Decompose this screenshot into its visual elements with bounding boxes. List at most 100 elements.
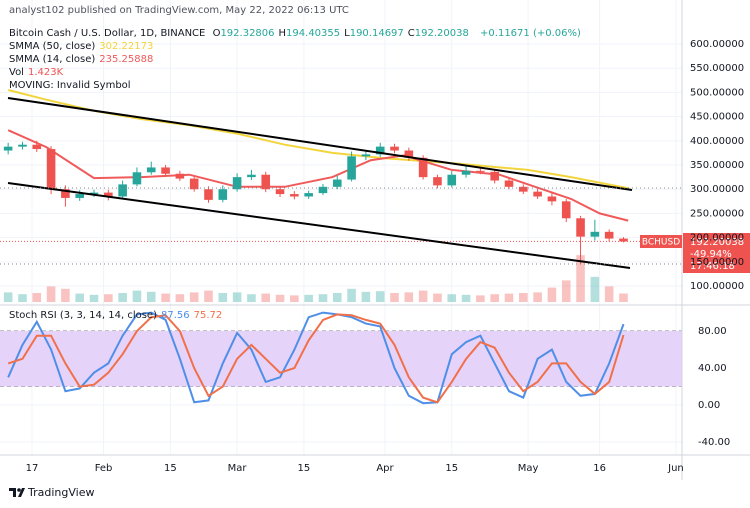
volume-bar: [619, 293, 628, 302]
volume-bar: [504, 293, 514, 302]
candle-body: [619, 238, 628, 242]
candle-body: [576, 218, 585, 237]
price-change: -49.94%: [690, 249, 732, 260]
legend-value: 75.72: [193, 310, 223, 321]
candle-body: [590, 231, 600, 237]
candle-body: [61, 189, 70, 198]
volume-bar: [576, 255, 585, 302]
candle-body: [404, 150, 414, 158]
volume-bar: [175, 294, 185, 302]
y-tick-label: 80.00: [698, 326, 727, 337]
countdown: 17:46:18: [690, 261, 735, 272]
candle-body: [46, 149, 56, 190]
volume-bar: [404, 292, 414, 302]
ohlc-key: L: [344, 28, 350, 39]
x-tick-label: 17: [26, 463, 39, 474]
candle-body: [332, 179, 342, 187]
candle-body: [533, 191, 542, 197]
candle-body: [247, 174, 256, 178]
candle-body: [318, 186, 328, 194]
volume-bar: [218, 293, 228, 302]
volume-bar: [547, 287, 557, 302]
sma50-legend: SMMA (50, close) 302.22173: [9, 40, 157, 53]
volume-bar: [304, 294, 313, 302]
brand-logo: [9, 488, 25, 497]
volume-bar: [104, 294, 113, 302]
y-tick-label: 400.00000: [690, 136, 744, 147]
x-tick-label: Jun: [667, 463, 684, 474]
legend-value: 235.25888: [99, 54, 154, 65]
volume-bar: [75, 293, 84, 302]
volume-bar: [89, 294, 99, 302]
y-tick-label: 250.00000: [690, 208, 744, 219]
volume-bar: [290, 295, 299, 302]
volume-bar: [561, 280, 571, 302]
candle-body: [547, 196, 557, 202]
volume-bar: [275, 294, 285, 302]
x-tick-label: 15: [445, 463, 458, 474]
y-tick-label: -40.00: [698, 437, 730, 448]
price-box: [683, 233, 750, 273]
y-tick-label: 0.00: [698, 400, 720, 411]
volume-bar: [490, 294, 499, 302]
annotation: MOVING: Invalid Symbol: [9, 79, 135, 92]
volume-bar: [118, 293, 127, 302]
x-tick-label: 15: [298, 463, 311, 474]
symbol-label: BCHUSD: [642, 238, 680, 248]
y-tick-label: 200.00000: [690, 233, 744, 244]
ohlc-value: 192.20038: [414, 28, 469, 39]
x-tick-label: Mar: [228, 463, 248, 474]
volume-bar: [347, 288, 356, 302]
volume-bar: [46, 286, 56, 302]
candle-body: [118, 184, 127, 197]
y-tick-label: 150.00000: [690, 257, 744, 268]
candle-body: [418, 157, 428, 178]
candle-body: [390, 146, 399, 151]
volume-bar: [204, 290, 213, 302]
y-tick-label: 500.00000: [690, 87, 744, 98]
symbol-title: Bitcoin Cash / U.S. Dollar, 1D, BINANCE: [9, 28, 206, 39]
candle-body: [347, 156, 356, 180]
volume-bar: [590, 276, 600, 302]
change: +0.11671 (+0.06%): [480, 28, 581, 39]
rsi-legend: Stoch RSI (3, 3, 14, 14, close) 87.56 75.7…: [9, 309, 226, 322]
y-tick-label: 600.00000: [690, 39, 744, 50]
rsi-line: [7, 311, 625, 405]
y-tick-label: 550.00000: [690, 63, 744, 74]
moving-average: [7, 89, 629, 190]
x-tick-label: Feb: [95, 463, 113, 474]
candle-body: [32, 144, 42, 150]
volume-bar: [361, 291, 371, 302]
volume-bar: [261, 293, 271, 302]
candle-body: [604, 231, 614, 239]
candle-body: [561, 201, 571, 219]
y-tick-label: 40.00: [698, 363, 727, 374]
ohlc-key: C: [407, 28, 415, 39]
candle-body: [275, 189, 285, 195]
candle-body: [232, 177, 242, 190]
legend-name: Vol: [9, 67, 24, 78]
rsi-band: [0, 331, 682, 387]
legend-name: SMMA (14, close): [9, 54, 96, 65]
main-legend: Bitcoin Cash / U.S. Dollar, 1D, BINANCE …: [9, 27, 585, 40]
legend-value: 87.56: [161, 310, 190, 321]
volume-bar: [533, 292, 542, 302]
y-tick-label: 100.00000: [690, 281, 744, 292]
volume-bar: [318, 294, 328, 302]
candle-body: [146, 167, 156, 173]
x-tick-label: May: [518, 463, 539, 474]
ohlc-value: 192.32806: [220, 28, 275, 39]
rsi-title: Stoch RSI (3, 3, 14, 14, close): [9, 310, 157, 321]
brand-name: TradingView: [27, 486, 94, 499]
candle-body: [519, 186, 528, 192]
x-tick-label: 16: [593, 463, 606, 474]
candle-body: [3, 146, 13, 151]
candle-body: [490, 171, 499, 181]
rsi-line: [7, 313, 625, 404]
y-tick-label: 300.00000: [690, 184, 744, 195]
volume-bar: [132, 290, 142, 302]
candle-body: [504, 180, 514, 187]
candle-body: [89, 192, 99, 195]
